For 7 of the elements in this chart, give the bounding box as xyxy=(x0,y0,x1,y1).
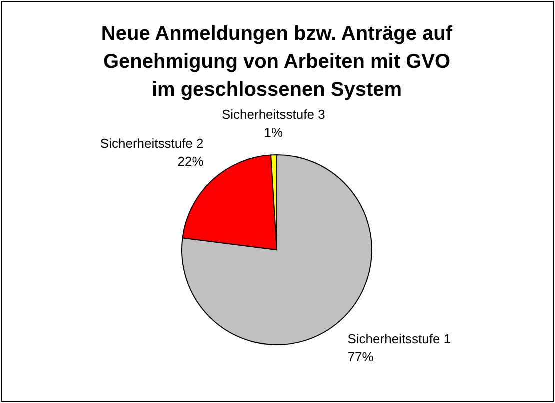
data-label: 77% xyxy=(348,349,374,364)
data-label: 1% xyxy=(264,125,284,140)
slice-label: Sicherheitsstufe 1 xyxy=(348,331,452,346)
slice-label: Sicherheitsstufe 2 xyxy=(100,136,204,151)
chart-title: Neue Anmeldungen bzw. Anträge auf Genehmigung von Arbeiten mit GVO im geschlossenen System xyxy=(101,23,453,101)
slice-label: Sicherheitsstufe 3 xyxy=(222,107,326,122)
data-label: 22% xyxy=(178,154,204,169)
